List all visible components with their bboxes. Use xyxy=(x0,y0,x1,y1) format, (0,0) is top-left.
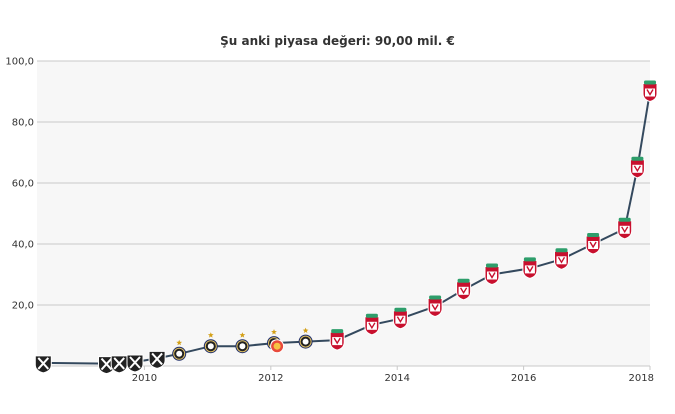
data-point[interactable] xyxy=(642,80,658,103)
data-point[interactable] xyxy=(126,354,144,373)
data-point[interactable] xyxy=(456,278,472,301)
data-point[interactable] xyxy=(617,217,633,240)
data-point[interactable] xyxy=(172,339,187,361)
data-point[interactable] xyxy=(110,355,128,374)
chart-title: Şu anki piyasa değeri: 90,00 mil. € xyxy=(220,34,455,48)
y-tick-label: 100,0 xyxy=(5,57,34,68)
data-points xyxy=(34,80,658,375)
data-point[interactable] xyxy=(585,233,601,255)
grid-lines xyxy=(37,60,650,306)
data-point[interactable] xyxy=(427,295,443,318)
y-tick-label: 40,0 xyxy=(12,240,34,251)
series-line-path xyxy=(43,91,651,365)
data-point[interactable] xyxy=(34,355,52,374)
data-point[interactable] xyxy=(329,329,345,351)
data-point[interactable] xyxy=(364,313,380,336)
data-point[interactable] xyxy=(203,332,218,354)
y-axis: 20,0 40,0 60,0 80,0 100,0 xyxy=(5,57,34,312)
data-point[interactable] xyxy=(629,156,645,179)
y-tick-label: 60,0 xyxy=(12,179,34,190)
data-point[interactable] xyxy=(235,332,250,354)
plot-background xyxy=(37,61,650,366)
x-tick-label: 2018 xyxy=(629,373,654,384)
data-point[interactable] xyxy=(484,263,500,286)
data-point[interactable] xyxy=(522,257,538,279)
x-tick-label: 2016 xyxy=(511,373,536,384)
y-tick-label: 20,0 xyxy=(12,301,34,312)
series-line xyxy=(43,91,651,365)
data-point[interactable] xyxy=(298,327,313,349)
data-point[interactable] xyxy=(270,339,285,354)
x-tick-label: 2012 xyxy=(258,373,283,384)
data-point[interactable] xyxy=(554,248,569,270)
x-tick-label: 2014 xyxy=(384,373,409,384)
data-point[interactable] xyxy=(392,307,408,330)
x-tick-label: 2010 xyxy=(132,373,157,384)
data-point[interactable] xyxy=(148,350,166,369)
y-tick-label: 80,0 xyxy=(12,118,34,129)
